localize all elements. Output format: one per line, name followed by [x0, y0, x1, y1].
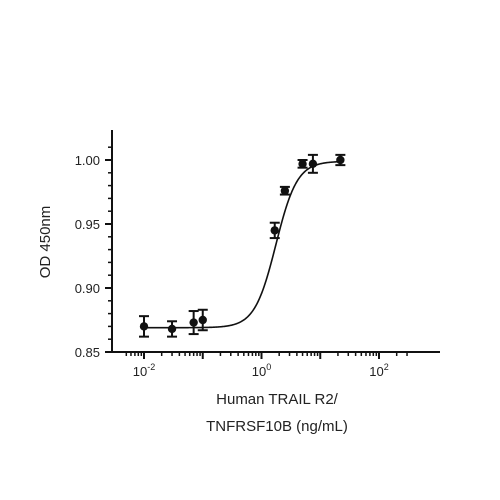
y-tick-label: 1.00 [75, 153, 100, 168]
data-point [188, 310, 199, 336]
data-point [297, 159, 308, 169]
x-tick-label: 102 [369, 362, 388, 379]
data-marker [270, 226, 279, 235]
y-axis-title: OD 450nm [37, 206, 54, 279]
data-point [139, 315, 149, 338]
x-tick-label: 100 [252, 362, 271, 379]
x-axis-title-line-2: TNFRSF10B (ng/mL) [206, 418, 348, 435]
data-point [335, 153, 346, 167]
fit-curve-layer [144, 160, 341, 329]
data-point [307, 153, 318, 174]
axes: 0.85 0.90 0.95 1.00 10-2 100 102 [75, 130, 440, 379]
data-marker [298, 159, 307, 169]
data-point [279, 185, 290, 196]
data-marker [308, 159, 318, 169]
data-marker [139, 322, 149, 331]
y-tick-label: 0.90 [75, 281, 100, 296]
data-point [197, 308, 208, 332]
fit-curve [144, 160, 341, 329]
data-marker [280, 186, 290, 195]
y-tick-label: 0.85 [75, 345, 100, 360]
data-point [167, 320, 178, 338]
data-point [269, 221, 280, 240]
y-tick-label: 0.95 [75, 217, 100, 232]
x-tick-label: 10-2 [133, 362, 155, 379]
data-points-layer [139, 153, 346, 338]
data-marker [198, 315, 207, 325]
data-marker [336, 155, 345, 165]
data-marker [189, 318, 198, 327]
x-axis-title-line-1: Human TRAIL R2/ [216, 391, 339, 408]
data-marker [167, 324, 177, 334]
